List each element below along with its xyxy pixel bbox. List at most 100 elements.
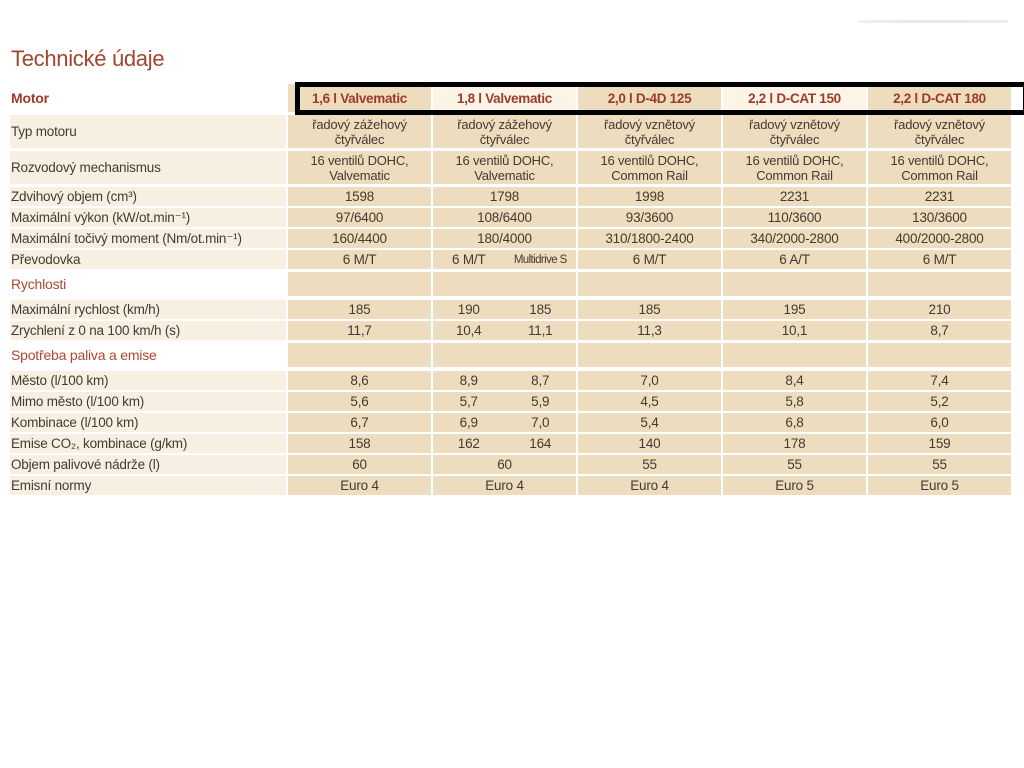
empty-cell [433,272,576,296]
table-cell: 1998 [578,187,721,206]
table-cell: 210 [868,300,1011,319]
table-cell: 2231 [723,187,866,206]
top-divider-line [858,20,1008,23]
split-value-right: 164 [529,436,552,451]
table-cell: 16 ventilů DOHC, Common Rail [723,151,866,184]
table-cell: 185 [288,300,431,319]
section-row-speeds: Rychlosti [10,272,1012,296]
row-label: Emisní normy [10,476,286,495]
technical-data-table: Motor 1,6 l Valvematic 1,8 l Valvematic … [10,82,1024,497]
table-row-max-torque: Maximální točivý moment (Nm/ot.min⁻¹) 16… [10,229,1012,248]
split-value-right: 8,7 [531,373,550,388]
table-cell: 195 [723,300,866,319]
split-value-right: 5,9 [531,394,550,409]
table-cell: 16 ventilů DOHC, Valvematic [433,151,576,184]
split-value-left: 6,9 [459,415,478,430]
table-cell: 185 [578,300,721,319]
column-header-engine-5: 2,2 l D-CAT 180 [868,84,1011,112]
table-cell-split: 10,4 11,1 [433,321,576,340]
empty-cell [868,343,1011,367]
table-cell: 6,8 [723,413,866,432]
table-row-transmission: Převodovka 6 M/T 6 M/T Multidrive S 6 M/T… [10,250,1012,269]
table-cell: 6 M/T [578,250,721,269]
table-cell: 93/3600 [578,208,721,227]
table-row-fuel-tank: Objem palivové nádrže (l) 60 60 55 55 55 [10,455,1012,474]
page-title: Technické údaje [11,46,165,71]
table-cell: 160/4400 [288,229,431,248]
split-value-left: 8,9 [459,373,478,388]
table-cell: řadový zážehový čtyřválec [433,115,576,148]
table-cell: 11,3 [578,321,721,340]
row-label: Město (l/100 km) [10,371,286,390]
empty-cell [578,272,721,296]
table-cell: Euro 5 [723,476,866,495]
table-row-acceleration: Zrychlení z 0 na 100 km/h (s) 11,7 10,4 1… [10,321,1012,340]
table-cell: Euro 4 [433,476,576,495]
split-value-left: 6 M/T [451,252,486,267]
column-header-engine-3: 2,0 l D-4D 125 [578,84,721,112]
empty-cell [868,272,1011,296]
table-cell: Euro 4 [578,476,721,495]
row-label: Zdvihový objem (cm³) [10,187,286,206]
table-cell: 6,0 [868,413,1011,432]
split-value-left: 5,7 [459,394,478,409]
row-label: Zrychlení z 0 na 100 km/h (s) [10,321,286,340]
table-cell: 400/2000-2800 [868,229,1011,248]
table-cell: 16 ventilů DOHC, Common Rail [578,151,721,184]
table-row-co2-emissions: Emise CO₂, kombinace (g/km) 158 162 164 1… [10,434,1012,453]
table-cell: 97/6400 [288,208,431,227]
table-cell: Euro 5 [868,476,1011,495]
table-row-emission-standards: Emisní normy Euro 4 Euro 4 Euro 4 Euro 5… [10,476,1012,495]
column-header-engine-4: 2,2 l D-CAT 150 [723,84,866,112]
table-cell-split: 6 M/T Multidrive S [433,250,576,269]
table-cell: 180/4000 [433,229,576,248]
split-value-left: 10,4 [456,323,482,338]
row-label: Objem palivové nádrže (l) [10,455,286,474]
row-label: Maximální točivý moment (Nm/ot.min⁻¹) [10,229,286,248]
table-cell: 8,4 [723,371,866,390]
table-cell: 5,8 [723,392,866,411]
table-cell: 10,1 [723,321,866,340]
table-row-extra-urban-consumption: Mimo město (l/100 km) 5,6 5,7 5,9 4,5 5,8… [10,392,1012,411]
split-value-right: 11,1 [528,323,553,338]
column-header-engine-1: 1,6 l Valvematic [288,84,431,112]
table-cell: 8,7 [868,321,1011,340]
table-cell: 108/6400 [433,208,576,227]
table-cell-split: 190 185 [433,300,576,319]
table-cell: 11,7 [288,321,431,340]
empty-cell [723,272,866,296]
table-row-top-speed: Maximální rychlost (km/h) 185 190 185 185… [10,300,1012,319]
table-cell: 178 [723,434,866,453]
table-cell-split: 162 164 [433,434,576,453]
table-row-valve-mechanism: Rozvodový mechanismus 16 ventilů DOHC, V… [10,151,1012,184]
section-label: Spotřeba paliva a emise [11,347,157,363]
table-cell: 55 [723,455,866,474]
split-value-right: 185 [529,302,552,317]
table-row-combined-consumption: Kombinace (l/100 km) 6,7 6,9 7,0 5,4 6,8 … [10,413,1012,432]
header-label-motor: Motor [11,90,49,106]
row-label: Kombinace (l/100 km) [10,413,286,432]
table-cell: 7,4 [868,371,1011,390]
table-row-displacement: Zdvihový objem (cm³) 1598 1798 1998 2231… [10,187,1012,206]
table-cell: 5,2 [868,392,1011,411]
row-label: Typ motoru [10,115,286,148]
table-cell: 158 [288,434,431,453]
table-cell: 8,6 [288,371,431,390]
table-cell-split: 8,9 8,7 [433,371,576,390]
table-cell: 6 M/T [868,250,1011,269]
empty-cell [288,272,431,296]
table-cell: 310/1800-2400 [578,229,721,248]
table-cell: Euro 4 [288,476,431,495]
row-label: Maximální rychlost (km/h) [10,300,286,319]
column-header-engine-2: 1,8 l Valvematic [433,84,576,112]
table-cell: 60 [433,455,576,474]
row-label: Převodovka [10,250,286,269]
table-cell: 159 [868,434,1011,453]
table-cell: 140 [578,434,721,453]
empty-cell [288,343,431,367]
section-label: Rychlosti [11,276,66,292]
split-value-left: 190 [457,302,480,317]
table-row-urban-consumption: Město (l/100 km) 8,6 8,9 8,7 7,0 8,4 7,4 [10,371,1012,390]
table-cell: 16 ventilů DOHC, Valvematic [288,151,431,184]
